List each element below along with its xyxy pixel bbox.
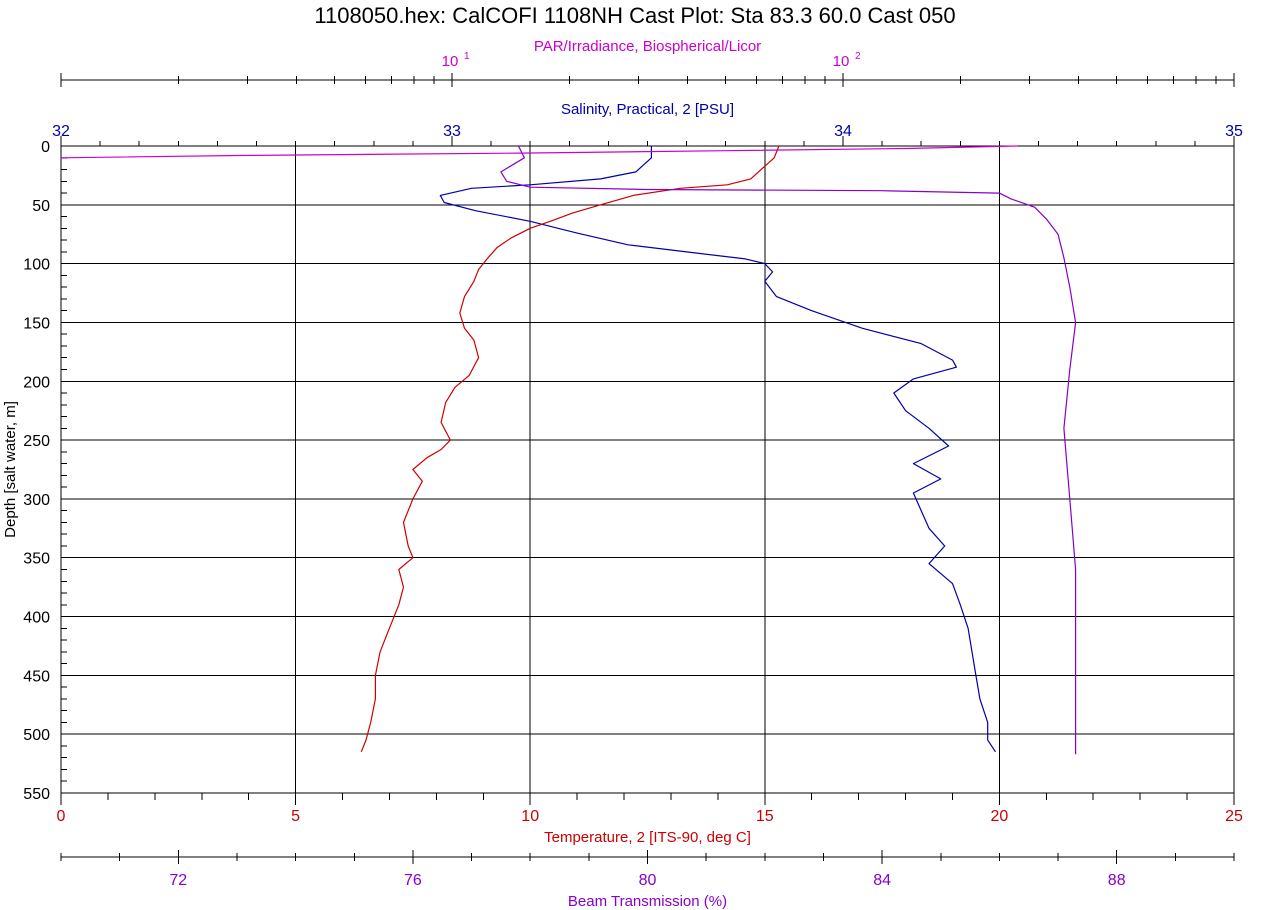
beam-tick-label: 80 <box>639 872 657 889</box>
beam-series-line <box>500 145 1077 755</box>
y-tick-label: 0 <box>41 139 50 156</box>
y-tick-label: 300 <box>23 492 50 509</box>
y-axis-label: Depth [salt water, m] <box>2 401 19 538</box>
y-tick-label: 200 <box>23 374 50 391</box>
par-tick-label: 10 <box>442 53 459 70</box>
y-tick-label: 450 <box>23 668 50 685</box>
temperature-tick-label: 15 <box>756 808 774 825</box>
par-tick-exponent: 1 <box>464 51 470 62</box>
temperature-tick-label: 0 <box>57 808 66 825</box>
par-tick-label: 10 <box>833 53 850 70</box>
par-tick-exponent: 2 <box>855 51 861 62</box>
salinity-tick-label: 33 <box>443 123 461 140</box>
y-tick-label: 50 <box>32 198 50 215</box>
temperature-axis-label: Temperature, 2 [ITS-90, deg C] <box>544 829 751 846</box>
beam-tick-label: 76 <box>404 872 422 889</box>
beam-tick-label: 72 <box>169 872 187 889</box>
y-tick-label: 400 <box>23 610 50 627</box>
y-tick-label: 500 <box>23 727 50 744</box>
y-tick-label: 100 <box>23 257 50 274</box>
salinity-tick-label: 34 <box>834 123 852 140</box>
temperature-tick-label: 5 <box>291 808 300 825</box>
temperature-tick-label: 20 <box>991 808 1009 825</box>
beam-tick-label: 88 <box>1108 872 1126 889</box>
y-tick-label: 250 <box>23 433 50 450</box>
y-tick-label: 150 <box>23 315 50 332</box>
salinity-tick-label: 32 <box>52 123 70 140</box>
beam-tick-label: 84 <box>873 872 891 889</box>
y-tick-label: 350 <box>23 551 50 568</box>
chart-title: 1108050.hex: CalCOFI 1108NH Cast Plot: S… <box>314 3 956 28</box>
temperature-tick-label: 10 <box>521 808 539 825</box>
beam-axis-label: Beam Transmission (%) <box>568 893 727 910</box>
y-tick-label: 550 <box>23 786 50 803</box>
salinity-series-line <box>439 146 996 753</box>
salinity-axis-label: Salinity, Practical, 2 [PSU] <box>561 101 734 118</box>
par-series-line <box>60 145 1018 159</box>
salinity-tick-label: 35 <box>1225 123 1243 140</box>
temperature-series-line <box>360 145 780 753</box>
temperature-tick-label: 25 <box>1225 808 1243 825</box>
par-axis-label: PAR/Irradiance, Biospherical/Licor <box>534 38 761 55</box>
